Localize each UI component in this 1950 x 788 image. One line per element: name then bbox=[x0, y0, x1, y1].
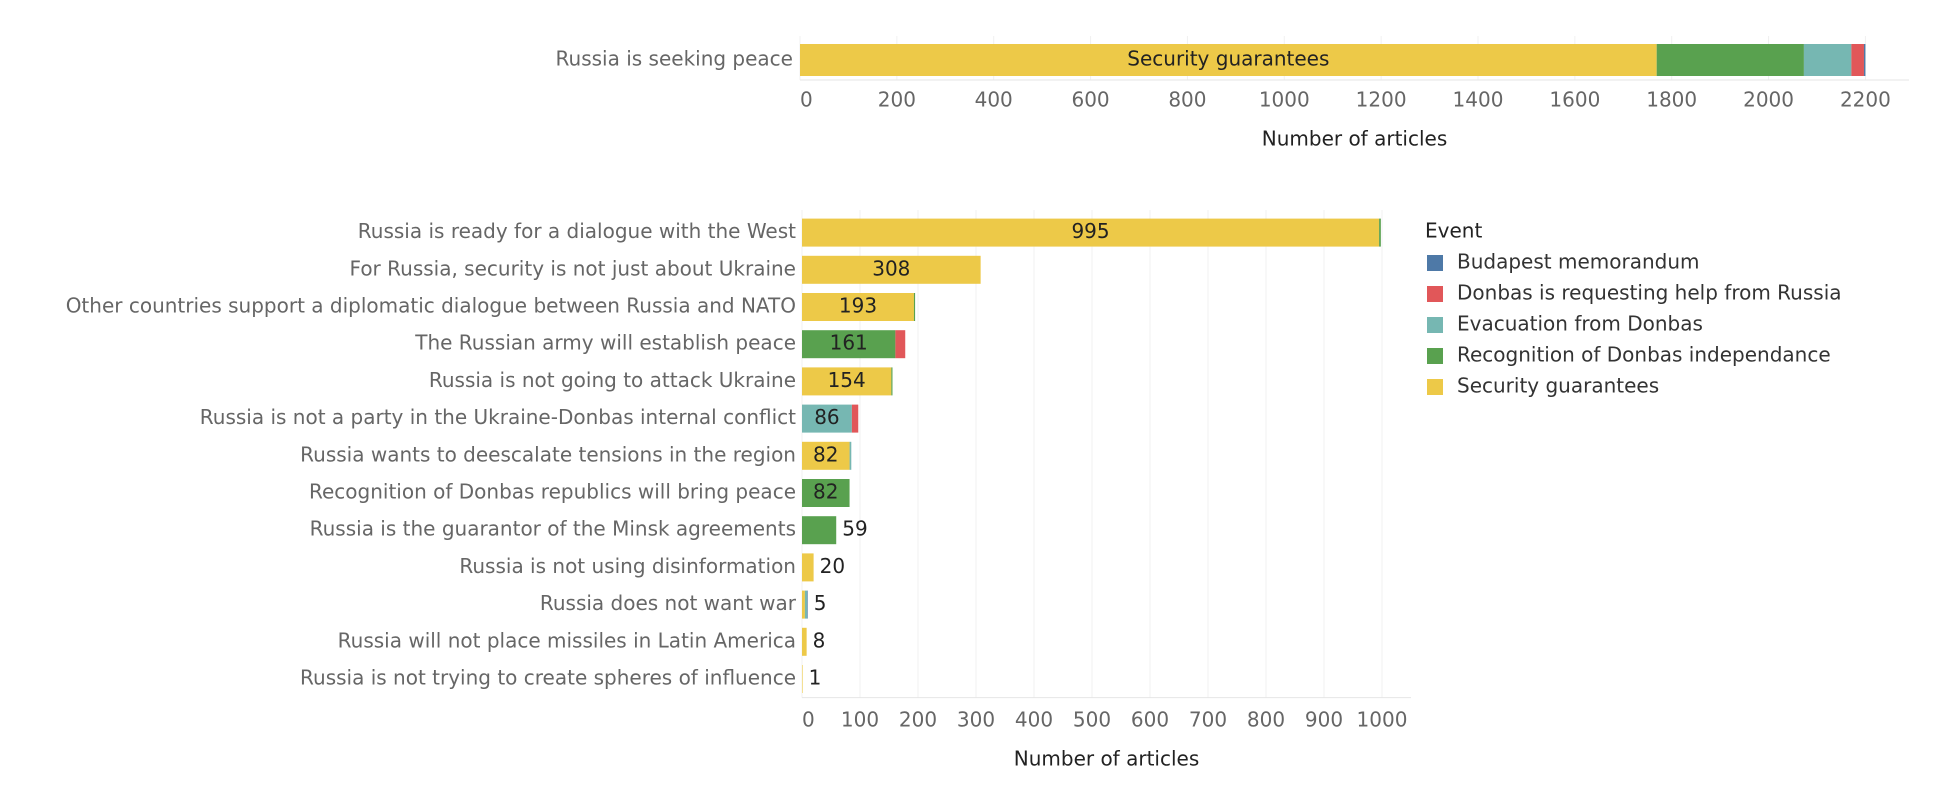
bar-segment bbox=[1851, 44, 1864, 76]
x-axis-title: Number of articles bbox=[1262, 127, 1448, 151]
category-label: Russia wants to deescalate tensions in t… bbox=[300, 442, 796, 466]
bar-segment bbox=[802, 553, 814, 582]
category-label: Russia will not place missiles in Latin … bbox=[338, 628, 796, 652]
x-tick-label: 600 bbox=[1071, 88, 1109, 112]
x-tick-label: 0 bbox=[800, 88, 813, 112]
category-label: The Russian army will establish peace bbox=[414, 331, 796, 355]
x-tick-label: 1800 bbox=[1646, 88, 1697, 112]
bar-segment bbox=[804, 590, 808, 619]
x-tick-label: 200 bbox=[899, 708, 937, 732]
x-tick-label: 0 bbox=[802, 708, 815, 732]
x-tick-label: 900 bbox=[1305, 708, 1343, 732]
category-label: Russia is not trying to create spheres o… bbox=[300, 666, 796, 690]
bar-segment bbox=[1379, 218, 1381, 247]
category-label: Russia is the guarantor of the Minsk agr… bbox=[310, 517, 796, 541]
value-label: 82 bbox=[813, 480, 838, 504]
category-label: For Russia, security is not just about U… bbox=[350, 256, 796, 280]
category-label: Russia is not going to attack Ukraine bbox=[429, 368, 796, 392]
bar-segment bbox=[807, 590, 808, 619]
x-tick-label: 800 bbox=[1168, 88, 1206, 112]
bar-segment bbox=[802, 293, 914, 321]
legend-label: Donbas is requesting help from Russia bbox=[1457, 281, 1842, 305]
bar-segment bbox=[802, 627, 807, 656]
segment-label: Security guarantees bbox=[1127, 47, 1329, 71]
legend-label: Budapest memorandum bbox=[1457, 250, 1699, 274]
value-label: 1 bbox=[809, 666, 822, 690]
bar-segment bbox=[913, 293, 916, 321]
legend-swatch bbox=[1427, 348, 1443, 364]
x-tick-label: 1000 bbox=[1357, 708, 1408, 732]
bar-segment bbox=[1863, 44, 1866, 76]
category-label: Recognition of Donbas republics will bri… bbox=[309, 480, 796, 504]
legend-label: Recognition of Donbas independance bbox=[1457, 343, 1831, 367]
x-axis-title: Number of articles bbox=[1014, 747, 1200, 771]
category-label: Russia is not using disinformation bbox=[459, 554, 796, 578]
bar-segment bbox=[802, 516, 837, 545]
value-label: 20 bbox=[820, 554, 845, 578]
value-label: 8 bbox=[813, 628, 826, 652]
value-label: 59 bbox=[842, 517, 867, 541]
value-label: 995 bbox=[1071, 219, 1109, 243]
bar-segment bbox=[802, 218, 1380, 247]
legend-swatch bbox=[1427, 255, 1443, 271]
value-label: 86 bbox=[814, 405, 839, 429]
x-tick-label: 800 bbox=[1247, 708, 1285, 732]
legend-label: Evacuation from Donbas bbox=[1457, 312, 1703, 336]
category-label: Russia does not want war bbox=[540, 591, 797, 615]
x-tick-label: 500 bbox=[1073, 708, 1111, 732]
category-label: Russia is not a party in the Ukraine-Don… bbox=[200, 405, 796, 429]
bar-segment bbox=[802, 330, 896, 359]
category-label: Russia is ready for a dialogue with the … bbox=[358, 219, 796, 243]
legend-swatch bbox=[1427, 317, 1443, 333]
bar-segment bbox=[802, 404, 852, 433]
bar-segment bbox=[800, 44, 1657, 76]
value-label: 5 bbox=[814, 591, 827, 615]
x-tick-label: 200 bbox=[878, 88, 916, 112]
x-tick-label: 400 bbox=[975, 88, 1013, 112]
bar-segment bbox=[891, 367, 893, 396]
x-tick-label: 600 bbox=[1131, 708, 1169, 732]
bar-segment bbox=[802, 367, 892, 396]
bar-segment bbox=[851, 404, 859, 433]
x-tick-label: 2000 bbox=[1743, 88, 1794, 112]
x-tick-label: 300 bbox=[957, 708, 995, 732]
legend-title: Event bbox=[1425, 219, 1482, 243]
category-label: Other countries support a diplomatic dia… bbox=[66, 294, 796, 318]
x-tick-label: 400 bbox=[1015, 708, 1053, 732]
x-tick-label: 1200 bbox=[1356, 88, 1407, 112]
value-label: 193 bbox=[839, 294, 877, 318]
x-tick-label: 1400 bbox=[1453, 88, 1504, 112]
value-label: 154 bbox=[828, 368, 866, 392]
bar-segment bbox=[802, 479, 850, 507]
bar-segment bbox=[802, 441, 850, 470]
category-label: Russia is seeking peace bbox=[556, 47, 793, 71]
value-label: 308 bbox=[872, 256, 910, 280]
x-tick-label: 100 bbox=[841, 708, 879, 732]
bar-segment bbox=[1656, 44, 1804, 76]
legend-swatch bbox=[1427, 286, 1443, 302]
bar-segment bbox=[802, 255, 981, 284]
x-tick-label: 1600 bbox=[1549, 88, 1600, 112]
value-label: 82 bbox=[813, 442, 838, 466]
x-tick-label: 700 bbox=[1189, 708, 1227, 732]
legend-swatch bbox=[1427, 379, 1443, 395]
bar-segment bbox=[849, 441, 852, 470]
bar-segment bbox=[1803, 44, 1852, 76]
value-label: 161 bbox=[830, 331, 868, 355]
x-tick-label: 1000 bbox=[1259, 88, 1310, 112]
bar-segment bbox=[802, 665, 803, 693]
bar-segment bbox=[802, 590, 805, 619]
x-tick-label: 2200 bbox=[1840, 88, 1891, 112]
bar-segment bbox=[895, 330, 906, 359]
legend-label: Security guarantees bbox=[1457, 374, 1659, 398]
